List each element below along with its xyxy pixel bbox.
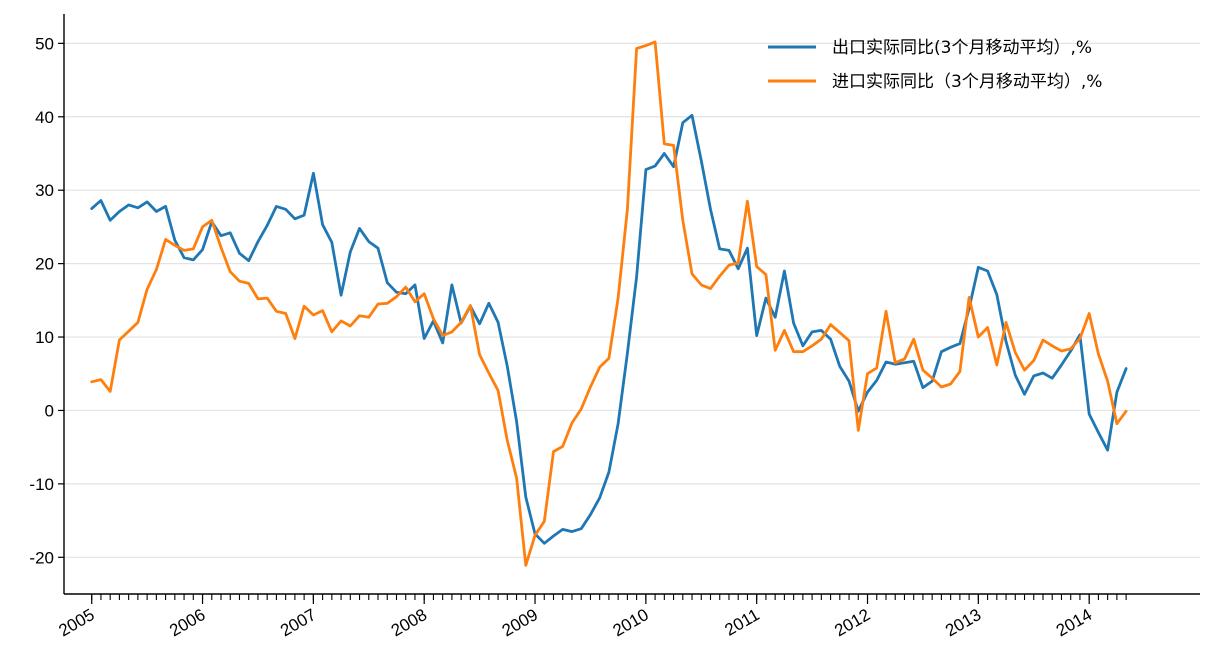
x-tick-label: 2013 xyxy=(942,605,984,640)
legend-label-exports: 出口实际同比(3个月移动平均）,% xyxy=(832,38,1092,58)
x-ticks: 2005 2006 2007 2008 2009 2010 2011 2012 2013 2014 xyxy=(55,594,1095,640)
y-tick-label: 20 xyxy=(35,255,54,274)
x-tick-label: 2007 xyxy=(277,605,319,640)
y-tick-label: -10 xyxy=(29,475,54,494)
y-tick-label: 10 xyxy=(35,328,54,347)
y-tick-label: 40 xyxy=(35,108,54,127)
series-line-imports xyxy=(90,40,1128,567)
x-tick-label: 2014 xyxy=(1053,605,1095,640)
series-line-exports xyxy=(90,113,1128,545)
x-tick-label: 2011 xyxy=(722,605,763,640)
y-gridlines xyxy=(64,42,1200,558)
x-tick-label: 2009 xyxy=(499,605,541,640)
x-tick-label: 2010 xyxy=(610,605,652,640)
x-tick-label: 2012 xyxy=(831,605,873,640)
x-tick-label: 2005 xyxy=(55,605,97,640)
y-tick-label: 30 xyxy=(35,181,54,200)
y-ticks: 50 40 30 20 10 0 -10 -20 xyxy=(29,34,64,567)
legend-label-imports: 进口实际同比（3个月移动平均）,% xyxy=(832,72,1102,92)
axes xyxy=(63,14,1200,595)
y-tick-label: -20 xyxy=(29,548,54,567)
legend: 出口实际同比(3个月移动平均）,% 进口实际同比（3个月移动平均）,% xyxy=(768,38,1102,92)
series-lines xyxy=(90,40,1128,567)
x-tick-label: 2006 xyxy=(166,605,208,640)
x-tick-label: 2008 xyxy=(388,605,430,640)
y-tick-label: 50 xyxy=(35,34,54,53)
y-tick-label: 0 xyxy=(45,401,54,420)
x-minor-ticks xyxy=(91,594,1127,600)
